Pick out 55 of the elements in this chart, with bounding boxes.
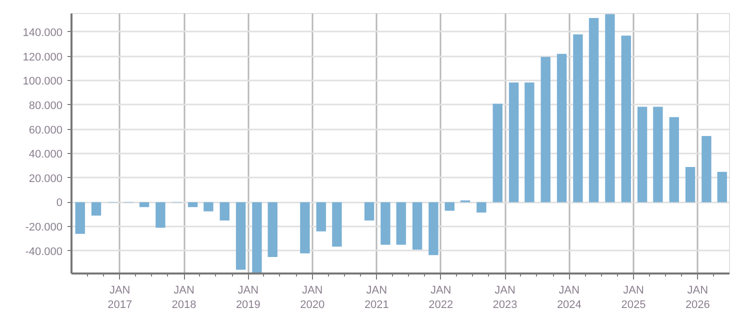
bar xyxy=(605,14,615,202)
bar xyxy=(717,172,727,202)
bar xyxy=(139,202,150,208)
x-tick-label: JAN 2017 xyxy=(108,284,132,311)
bar xyxy=(156,202,166,228)
bar xyxy=(476,202,486,213)
x-tick-label: JAN 2026 xyxy=(685,284,710,311)
bar xyxy=(524,82,534,202)
y-tick-label: 0 xyxy=(56,197,63,210)
x-tick-label: JAN 2020 xyxy=(300,284,325,311)
bar xyxy=(540,56,550,202)
bar xyxy=(316,202,326,232)
bar xyxy=(300,202,310,254)
bar xyxy=(428,202,438,256)
bar xyxy=(380,202,390,245)
bar xyxy=(252,202,262,274)
bar xyxy=(204,202,214,212)
x-tick-label: JAN 2022 xyxy=(428,284,454,311)
x-tick-label: JAN 2019 xyxy=(236,284,260,311)
bar xyxy=(653,106,663,202)
x-tick-label: JAN 2024 xyxy=(556,284,582,311)
x-tick-label: JAN 2021 xyxy=(364,284,389,311)
y-tick-label: 40.000 xyxy=(28,148,63,161)
x-tick-label: JAN 2025 xyxy=(621,284,646,311)
bar xyxy=(412,202,422,250)
y-tick-label: 60.000 xyxy=(28,124,63,136)
bar xyxy=(364,202,374,220)
bar xyxy=(188,202,198,208)
bar xyxy=(702,136,712,202)
bar xyxy=(236,202,246,270)
y-tick-label: 20.000 xyxy=(28,172,63,185)
bar xyxy=(91,202,102,216)
bar xyxy=(637,106,648,202)
bar xyxy=(75,202,85,234)
y-tick-label: -40.000 xyxy=(25,246,63,258)
x-tick-label: JAN 2018 xyxy=(172,284,196,311)
bar xyxy=(444,202,454,211)
y-tick-label: -20.000 xyxy=(25,222,63,234)
y-tick-label: 120.000 xyxy=(22,51,63,64)
y-tick-label: 100.000 xyxy=(22,76,63,88)
bar xyxy=(556,54,567,202)
y-tick-label: 140.000 xyxy=(22,26,63,39)
bar xyxy=(685,166,696,202)
bar xyxy=(669,117,679,202)
bar xyxy=(621,36,631,202)
bar xyxy=(573,34,583,202)
bar xyxy=(492,104,502,202)
bar xyxy=(508,82,519,202)
x-tick-label: JAN 2023 xyxy=(492,284,518,311)
bar xyxy=(332,202,342,247)
bar xyxy=(588,18,599,202)
y-tick-label: 80.000 xyxy=(28,100,63,112)
bar xyxy=(220,202,230,220)
bar xyxy=(396,202,406,245)
bar xyxy=(268,202,278,257)
